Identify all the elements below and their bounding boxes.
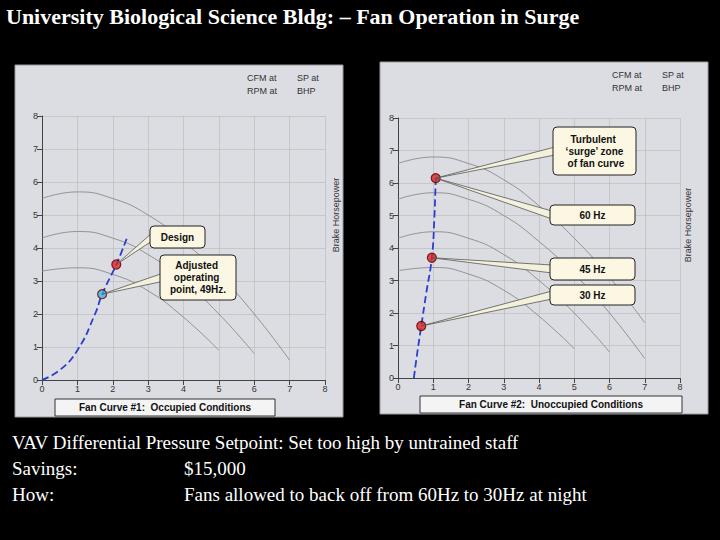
svg-text:8: 8 <box>389 113 394 123</box>
svg-text:1: 1 <box>75 384 80 394</box>
svg-text:Turbulent: Turbulent <box>570 134 618 145</box>
svg-text:4: 4 <box>536 382 541 392</box>
html-text:Savings:: Savings: <box>12 458 78 479</box>
svg-text:8: 8 <box>322 384 327 394</box>
svg-text:operating: operating <box>174 272 222 283</box>
svg-text:2: 2 <box>466 382 471 392</box>
svg-text:of fan curve: of fan curve <box>565 158 625 169</box>
svg-text:7: 7 <box>33 144 38 154</box>
svg-text:6: 6 <box>252 384 257 394</box>
html-text:VAV Differential Pressure Setp: VAV Differential Pressure Setpoint: Set … <box>12 432 519 453</box>
svg-text:BHP: BHP <box>662 83 681 93</box>
svg-text:45 Hz: 45 Hz <box>579 264 605 275</box>
svg-text:Brake Horsepower: Brake Horsepower <box>683 188 693 263</box>
svg-text:7: 7 <box>642 382 647 392</box>
svg-text:4: 4 <box>389 243 394 253</box>
svg-text:7: 7 <box>287 384 292 394</box>
svg-text:CFM at: CFM at <box>247 73 277 83</box>
svg-text:2: 2 <box>389 308 394 318</box>
svg-text:0: 0 <box>39 384 44 394</box>
html-text:University Biological Science: University Biological Science Bldg: – Fa… <box>6 4 580 29</box>
svg-text:8: 8 <box>33 111 38 121</box>
svg-text:CFM at: CFM at <box>612 70 642 80</box>
svg-text:Adjusted: Adjusted <box>175 260 221 271</box>
svg-text:‘surge’ zone: ‘surge’ zone <box>566 146 624 157</box>
svg-text:5: 5 <box>216 384 221 394</box>
svg-text:Fan Curve #2: Unoccupied Cond: Fan Curve #2: Unoccupied Conditions <box>459 399 643 410</box>
svg-text:1: 1 <box>431 382 436 392</box>
svg-text:RPM at: RPM at <box>247 86 278 96</box>
svg-text:Fan Curve #1: Occupied Condit: Fan Curve #1: Occupied Conditions <box>79 402 252 413</box>
svg-text:1: 1 <box>33 342 38 352</box>
svg-text:6: 6 <box>607 382 612 392</box>
svg-text:Design: Design <box>161 232 194 243</box>
svg-text:60 Hz: 60 Hz <box>579 210 605 221</box>
svg-text:RPM at: RPM at <box>612 83 643 93</box>
svg-text:2: 2 <box>33 309 38 319</box>
svg-text:30 Hz: 30 Hz <box>579 290 605 301</box>
html-text:How:: How: <box>12 484 55 505</box>
svg-text:Brake Horsepower: Brake Horsepower <box>331 178 341 253</box>
svg-text:8: 8 <box>677 382 682 392</box>
html-text:$15,000: $15,000 <box>184 458 246 479</box>
svg-text:5: 5 <box>572 382 577 392</box>
svg-text:3: 3 <box>33 276 38 286</box>
svg-text:0: 0 <box>395 382 400 392</box>
svg-text:SP at: SP at <box>662 70 684 80</box>
svg-text:4: 4 <box>181 384 186 394</box>
svg-text:5: 5 <box>33 210 38 220</box>
svg-text:5: 5 <box>389 211 394 221</box>
svg-text:point, 49Hz.: point, 49Hz. <box>170 284 226 295</box>
svg-text:7: 7 <box>389 146 394 156</box>
svg-text:4: 4 <box>33 243 38 253</box>
svg-text:2: 2 <box>110 384 115 394</box>
svg-text:6: 6 <box>33 177 38 187</box>
svg-text:3: 3 <box>389 276 394 286</box>
svg-text:6: 6 <box>389 178 394 188</box>
svg-text:3: 3 <box>501 382 506 392</box>
svg-text:SP at: SP at <box>297 73 319 83</box>
html-text:Fans allowed to back off from: Fans allowed to back off from 60Hz to 30… <box>184 484 587 505</box>
svg-text:3: 3 <box>146 384 151 394</box>
svg-text:BHP: BHP <box>297 86 316 96</box>
svg-text:0: 0 <box>33 375 38 385</box>
svg-text:1: 1 <box>389 341 394 351</box>
svg-text:0: 0 <box>389 373 394 383</box>
